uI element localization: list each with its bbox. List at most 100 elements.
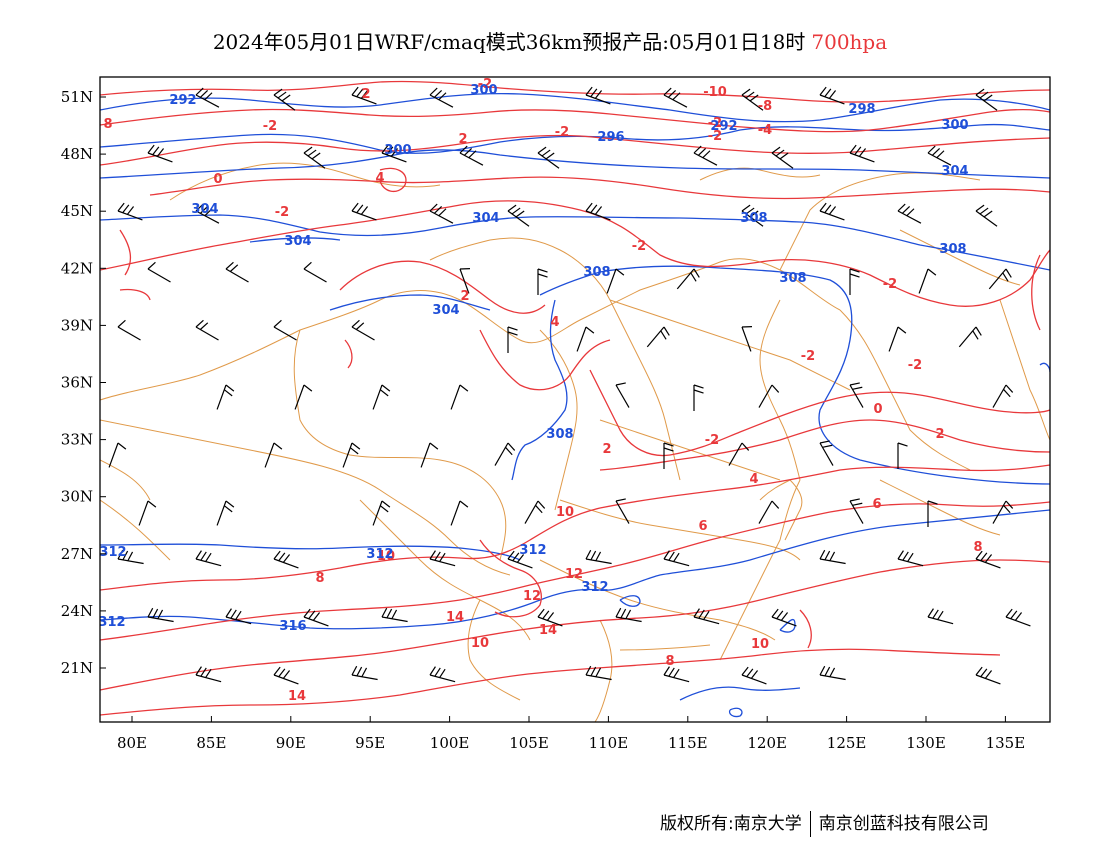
- wind-barb: [117, 202, 143, 221]
- height-label: 298: [848, 102, 875, 117]
- pressure-level: 700hpa: [811, 30, 888, 54]
- wind-barb: [615, 382, 630, 408]
- lon-tick-label: 80E: [117, 734, 147, 752]
- wind-barb: [988, 268, 1012, 290]
- wind-barb: [225, 608, 252, 625]
- wind-barb: [507, 326, 518, 353]
- temperature-label: -8: [758, 99, 772, 114]
- wind-barb: [351, 319, 375, 341]
- wind-barb: [663, 442, 674, 469]
- wind-barb: [849, 144, 875, 163]
- temperature-label: -10: [703, 85, 727, 100]
- wind-barb: [429, 550, 456, 567]
- temperature-label: 10: [751, 637, 769, 652]
- wind-barb: [507, 550, 533, 569]
- temperature-label: 4: [375, 171, 384, 186]
- temperature-label: 10: [377, 549, 395, 564]
- lat-tick-label: 51N: [61, 88, 93, 106]
- wind-barb: [450, 500, 469, 526]
- temperature-label: 14: [539, 623, 557, 638]
- wind-barb: [663, 550, 690, 567]
- temperature-label: -2: [705, 433, 719, 448]
- wind-barb: [676, 268, 700, 290]
- wind-barb: [819, 202, 845, 221]
- height-label: 308: [546, 427, 573, 442]
- height-label: 300: [384, 143, 411, 158]
- wind-barb: [147, 144, 173, 163]
- lon-tick-label: 135E: [986, 734, 1026, 752]
- wind-barb: [381, 607, 408, 623]
- wind-barb: [758, 500, 780, 524]
- temperature-label: 2: [935, 427, 944, 442]
- wind-barb: [992, 384, 1014, 408]
- wind-barb: [849, 498, 864, 524]
- temperature-label: -2: [632, 239, 646, 254]
- wind-barb: [741, 88, 764, 111]
- wind-barb: [615, 607, 642, 623]
- wind-barb: [494, 442, 516, 466]
- wind-barb: [459, 268, 471, 294]
- wind-barb: [381, 144, 407, 163]
- title-text: 2024年05月01日WRF/cmaq模式36km预报产品:05月01日18时: [212, 30, 806, 54]
- height-label: 308: [939, 242, 966, 257]
- lat-tick-label: 39N: [61, 316, 93, 334]
- temperature-label: 12: [523, 589, 541, 604]
- lon-tick-label: 125E: [827, 734, 867, 752]
- wind-barb: [771, 608, 797, 627]
- wind-barb: [585, 549, 612, 565]
- height-label: 312: [519, 543, 546, 558]
- wind-barb: [372, 384, 391, 410]
- wind-barb: [849, 268, 860, 295]
- wind-barb: [975, 204, 998, 227]
- height-label: 304: [191, 202, 218, 217]
- temperature-label: 4: [550, 315, 559, 330]
- wind-barb: [646, 326, 670, 348]
- height-label: 292: [710, 119, 737, 134]
- wind-barb: [429, 87, 454, 108]
- temperature-label: 10: [471, 636, 489, 651]
- height-contours: [100, 92, 1050, 718]
- lat-tick-label: 27N: [61, 545, 93, 563]
- temperature-label: 8: [103, 117, 112, 132]
- temperature-label: 10: [556, 505, 574, 520]
- wind-barb: [927, 145, 952, 166]
- wind-barb: [819, 549, 846, 565]
- lon-tick-label: 110E: [589, 734, 629, 752]
- temperature-label: -2: [801, 349, 815, 364]
- copyright-footer: 版权所有:南京大学 南京创蓝科技有限公司: [660, 809, 989, 837]
- wind-barb: [429, 666, 456, 683]
- wind-barb: [975, 550, 1001, 569]
- height-label: 304: [941, 164, 968, 179]
- wind-barb: [117, 319, 141, 341]
- height-label: 300: [470, 83, 497, 98]
- height-label: 312: [98, 615, 125, 630]
- wind-barb: [195, 87, 220, 108]
- temperature-label: -2: [275, 205, 289, 220]
- height-label: 304: [432, 303, 459, 318]
- wind-barb: [897, 442, 908, 469]
- map-title: 2024年05月01日WRF/cmaq模式36km预报产品:05月01日18时 7…: [0, 26, 1100, 55]
- wind-barb: [585, 665, 612, 681]
- latitude-axis: 51N 48N 45N 42N 39N 36N 33N 30N 27N 24N 21N: [61, 88, 106, 677]
- boundary-lines: [100, 162, 1050, 722]
- height-label-layer: 292 300 300 296 292 298 300 304 304 304 304 308 308 3…: [98, 83, 969, 634]
- lon-tick-label: 130E: [906, 734, 946, 752]
- height-label: 304: [472, 211, 499, 226]
- wind-barb: [888, 326, 907, 352]
- lat-tick-label: 30N: [61, 488, 93, 506]
- lat-tick-label: 33N: [61, 431, 93, 449]
- lon-tick-label: 120E: [747, 734, 787, 752]
- wind-barb: [303, 608, 329, 627]
- lat-tick-label: 21N: [61, 659, 93, 677]
- height-label: 312: [581, 580, 608, 595]
- wind-barb: [819, 86, 845, 105]
- wind-barb: [771, 146, 794, 169]
- wind-barb: [975, 88, 998, 111]
- wind-barb: [663, 87, 688, 108]
- wind-barb: [537, 146, 560, 169]
- lat-tick-label: 36N: [61, 374, 93, 392]
- height-label: 312: [99, 545, 126, 560]
- temperature-label: -2: [263, 119, 277, 134]
- wind-barb: [195, 319, 219, 341]
- wind-barb: [273, 550, 299, 569]
